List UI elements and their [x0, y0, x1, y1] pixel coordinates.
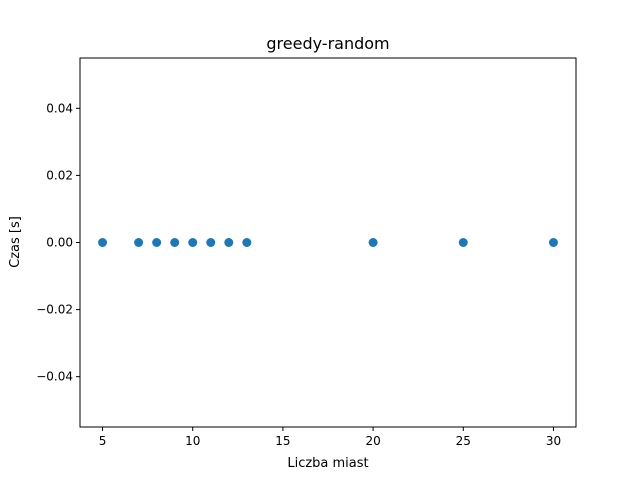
- y-axis-label: Czas [s]: [8, 216, 23, 268]
- data-point: [98, 238, 108, 247]
- data-point: [242, 238, 252, 247]
- data-point: [188, 238, 198, 247]
- data-point: [206, 238, 216, 247]
- y-tick-label: 0.04: [46, 101, 73, 115]
- data-point: [152, 238, 162, 247]
- y-tick-label: −0.02: [36, 303, 73, 317]
- y-tick-label: 0.00: [46, 236, 73, 250]
- data-points: [98, 238, 558, 247]
- chart-title: greedy-random: [266, 34, 389, 53]
- x-tick-label: 10: [185, 434, 200, 448]
- x-tick-label: 15: [275, 434, 290, 448]
- data-point: [368, 238, 378, 247]
- x-tick-label: 25: [456, 434, 471, 448]
- data-point: [134, 238, 144, 247]
- x-tick-label: 30: [546, 434, 561, 448]
- y-tick-label: 0.02: [46, 168, 73, 182]
- data-point: [170, 238, 180, 247]
- data-point: [458, 238, 468, 247]
- x-axis-label: Liczba miast: [287, 456, 368, 471]
- data-point: [548, 238, 558, 247]
- y-tick-label: −0.04: [36, 370, 73, 384]
- x-axis-ticks: 5 10 15 20 25 30: [99, 427, 561, 448]
- data-point: [224, 238, 234, 247]
- x-tick-label: 20: [365, 434, 380, 448]
- x-tick-label: 5: [99, 434, 107, 448]
- y-axis-ticks: −0.04 −0.02 0.00 0.02 0.04: [36, 101, 80, 384]
